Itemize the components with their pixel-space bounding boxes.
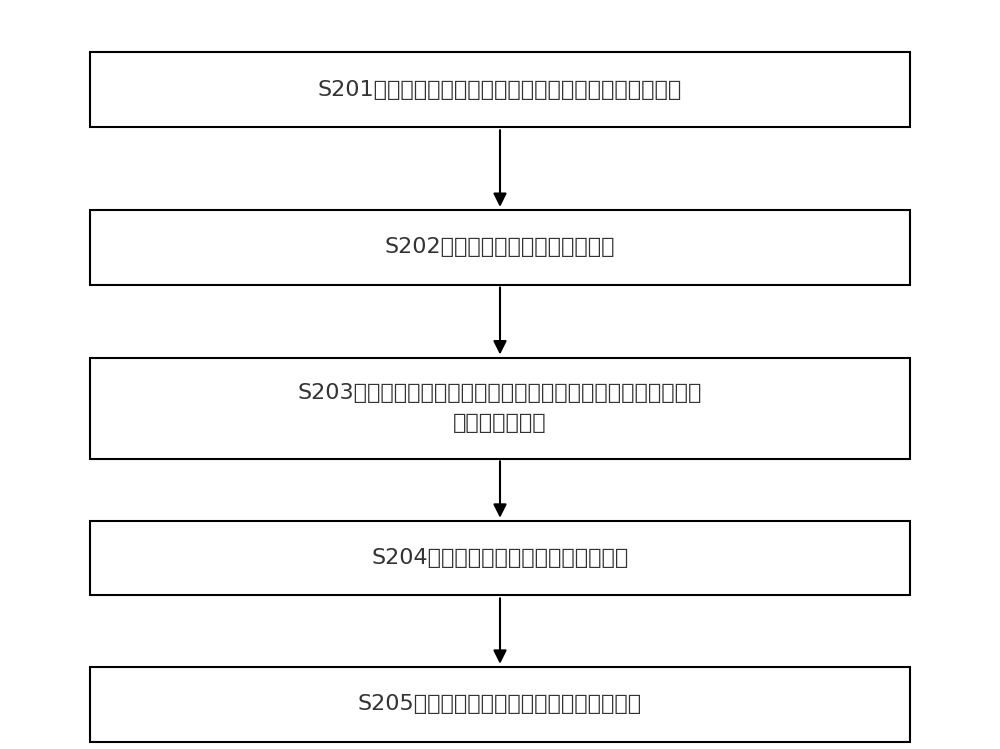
Bar [90,210,910,285]
Text: S202、计算轴向热路模型的初始值: S202、计算轴向热路模型的初始值 [385,237,615,257]
Bar [90,358,910,458]
Bar [90,521,910,595]
Text: S204、计算电缆接头及本体的导体温度: S204、计算电缆接头及本体的导体温度 [371,548,629,568]
Text: S205、判定电缆接头及本体的导体温度收敛: S205、判定电缆接头及本体的导体温度收敛 [358,694,642,714]
Bar [90,52,910,127]
Text: S203、计算轴向热路模型的热流，轴向热路模型的热流包括流入
热流和流出热流: S203、计算轴向热路模型的热流，轴向热路模型的热流包括流入 热流和流出热流 [298,383,702,433]
Bar [90,667,910,742]
Text: S201、计算轴向热路模型中各微元的径向热阻和轴向热阻: S201、计算轴向热路模型中各微元的径向热阻和轴向热阻 [318,80,682,100]
